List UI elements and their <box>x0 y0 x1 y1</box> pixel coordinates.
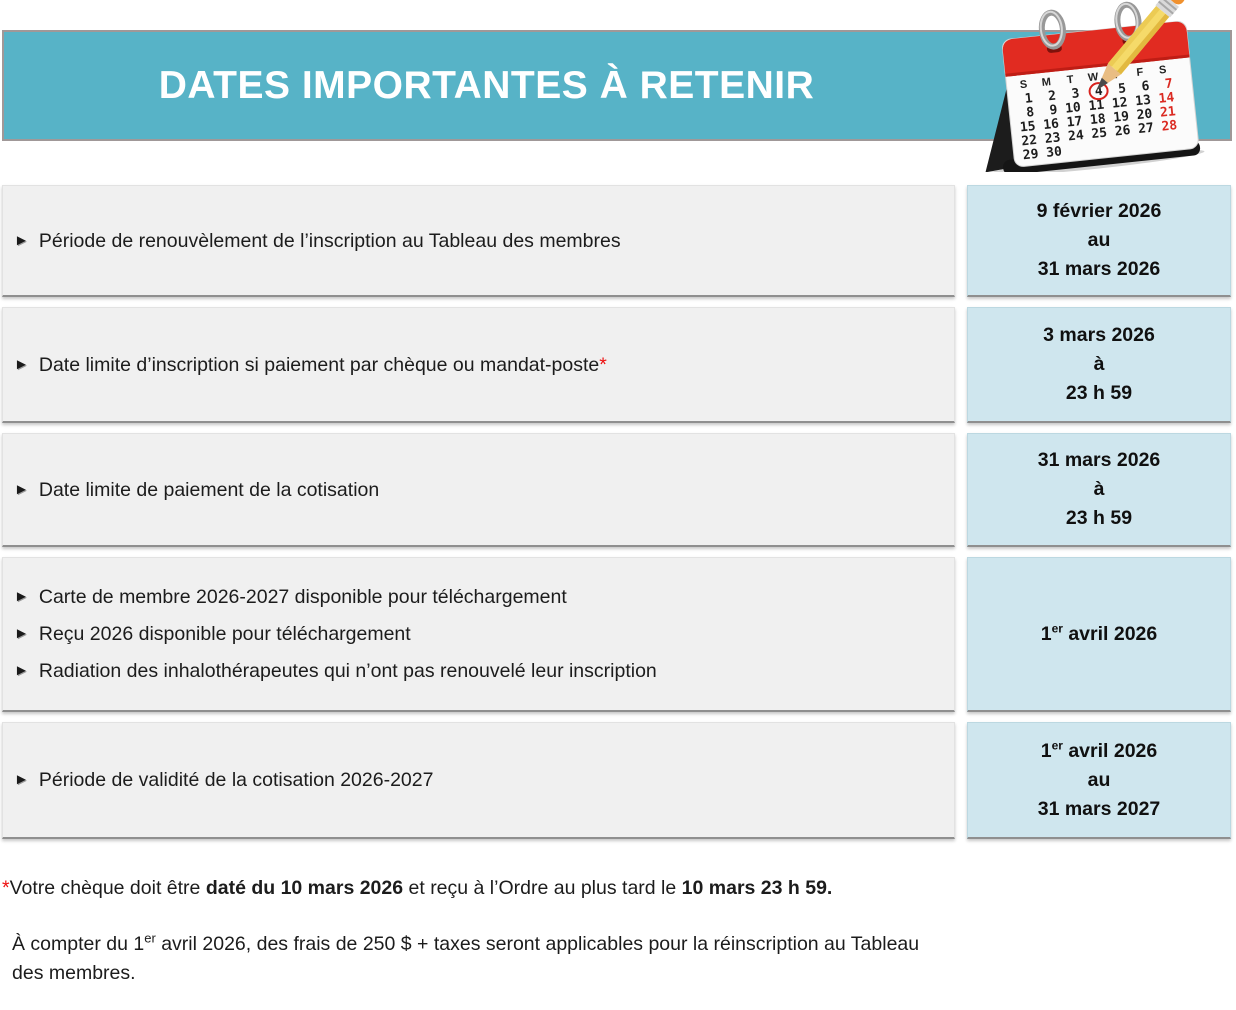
calendar-weekday: S <box>1158 64 1167 77</box>
table-row: ► Date limite d’inscription si paiement … <box>2 307 1231 423</box>
list-item: ► Reçu 2026 disponible pour téléchargeme… <box>14 622 936 646</box>
pencil-icon <box>1096 0 1185 91</box>
footnote-bold: 10 mars 23 h 59. <box>681 877 833 899</box>
list-item: ► Période de renouvèlement de l’inscript… <box>14 229 936 253</box>
arrow-bullet-icon: ► <box>14 588 29 605</box>
calendar-weekday: W <box>1087 71 1099 84</box>
row-date-cell: 3 mars 2026 à 23 h 59 <box>967 307 1231 423</box>
superscript-er: er <box>1051 738 1063 752</box>
item-text: Date limite d’inscription si paiement pa… <box>38 353 607 376</box>
date-line: au <box>1087 768 1111 791</box>
calendar-weekday: M <box>1041 76 1051 89</box>
footnote-reinscription: À compter du 1er avril 2026, des frais d… <box>2 930 1192 988</box>
arrow-bullet-icon: ► <box>14 625 29 642</box>
row-description-cell: ► Date limite de paiement de la cotisati… <box>2 433 955 547</box>
pencil-ferrule <box>1155 0 1179 18</box>
arrow-bullet-icon: ► <box>14 771 29 788</box>
footnote-asterisk: * <box>599 353 607 376</box>
footnote-text: et reçu à l’Ordre au plus tard le <box>403 877 682 899</box>
circled-day-marker <box>1088 82 1109 101</box>
calendar-weekday: F <box>1136 66 1144 79</box>
page-title: DATES IMPORTANTES À RETENIR <box>158 63 815 107</box>
item-text: Période de validité de la cotisation 202… <box>38 769 434 791</box>
calendar-weekday: S <box>1019 79 1028 92</box>
date-line: au <box>1087 229 1111 251</box>
footnote-text: avril 2026, des frais de 250 $ + taxes s… <box>155 933 920 955</box>
calendar-pencil-icon: S M T W T F S 1 2 3 4 5 6 7 8 9 10 11 12… <box>970 0 1232 176</box>
item-text: Reçu 2026 disponible pour téléchargement <box>38 623 411 645</box>
table-row: ► Carte de membre 2026-2027 disponible p… <box>2 557 1231 712</box>
arrow-bullet-icon: ► <box>14 355 29 373</box>
calendar-week-row: 29 30 <box>1022 144 1063 163</box>
date-line: 31 mars 2026 <box>1037 449 1161 471</box>
row-description-cell: ► Période de validité de la cotisation 2… <box>2 722 955 839</box>
arrow-bullet-icon: ► <box>14 662 29 679</box>
date-line: 31 mars 2027 <box>1037 797 1161 820</box>
list-item: ► Date limite de paiement de la cotisati… <box>14 478 936 502</box>
list-item: ► Radiation des inhalothérapeutes qui n’… <box>14 659 936 683</box>
item-text: Date limite de paiement de la cotisation <box>38 478 380 501</box>
footnote-text: À compter du 1 <box>12 933 145 955</box>
row-date-cell: 1er avril 2026 au 31 mars 2027 <box>967 722 1231 839</box>
dates-table: ► Période de renouvèlement de l’inscript… <box>2 185 1231 849</box>
date-line: 1er avril 2026 <box>1040 738 1158 762</box>
calendar-weekday: T <box>1066 74 1074 87</box>
date-line: 1er avril 2026 <box>1040 621 1158 645</box>
arrow-bullet-icon: ► <box>14 231 29 249</box>
pencil-ferrule-line <box>1157 0 1174 15</box>
footnote-bold: daté du 10 mars 2026 <box>205 877 404 899</box>
footnote-text: Votre chèque doit être <box>9 877 206 899</box>
row-date-cell: 1er avril 2026 <box>967 557 1231 712</box>
pencil-facet <box>1117 13 1170 75</box>
pencil-facet <box>1107 5 1161 67</box>
date-line: 9 février 2026 <box>1036 200 1162 222</box>
footnote-text: des membres. <box>12 962 136 984</box>
row-description-cell: ► Période de renouvèlement de l’inscript… <box>2 185 955 297</box>
date-line: 23 h 59 <box>1065 382 1133 404</box>
table-row: ► Date limite de paiement de la cotisati… <box>2 433 1231 547</box>
table-row: ► Période de renouvèlement de l’inscript… <box>2 185 1231 297</box>
date-line: 3 mars 2026 <box>1043 324 1155 346</box>
pencil-lead <box>1096 77 1108 91</box>
footnote-asterisk: * <box>2 877 10 899</box>
footnotes: *Votre chèque doit être daté du 10 mars … <box>2 876 1192 988</box>
row-description-cell: ► Carte de membre 2026-2027 disponible p… <box>2 557 955 712</box>
row-date-cell: 9 février 2026 au 31 mars 2026 <box>967 185 1231 297</box>
item-text: Radiation des inhalothérapeutes qui n’on… <box>38 660 657 682</box>
date-line: à <box>1093 353 1105 375</box>
row-date-cell: 31 mars 2026 à 23 h 59 <box>967 433 1231 547</box>
date-line: 23 h 59 <box>1065 507 1133 529</box>
pencil-body <box>1107 5 1170 75</box>
row-description-cell: ► Date limite d’inscription si paiement … <box>2 307 955 423</box>
calendar-ring-highlight <box>1115 2 1139 39</box>
list-item: ► Date limite d’inscription si paiement … <box>14 353 936 377</box>
date-line: à <box>1093 478 1105 500</box>
calendar-red-band-edge <box>1005 54 1190 77</box>
item-text: Carte de membre 2026-2027 disponible pou… <box>38 586 567 608</box>
arrow-bullet-icon: ► <box>14 480 29 498</box>
item-text: Période de renouvèlement de l’inscriptio… <box>38 229 621 252</box>
superscript-er: er <box>1051 621 1063 635</box>
calendar-ring-highlight <box>1039 10 1063 47</box>
pencil-ferrule-line <box>1161 0 1178 11</box>
date-line: 31 mars 2026 <box>1037 258 1161 280</box>
list-item: ► Carte de membre 2026-2027 disponible p… <box>14 585 936 609</box>
superscript-er: er <box>144 930 156 946</box>
footnote-cheque: *Votre chèque doit être daté du 10 mars … <box>2 876 1192 900</box>
table-row: ► Période de validité de la cotisation 2… <box>2 722 1231 839</box>
calendar-icon: S M T W T F S 1 2 3 4 5 6 7 8 9 10 11 12… <box>985 0 1205 176</box>
pencil-eraser <box>1166 0 1185 5</box>
list-item: ► Période de validité de la cotisation 2… <box>14 768 936 792</box>
